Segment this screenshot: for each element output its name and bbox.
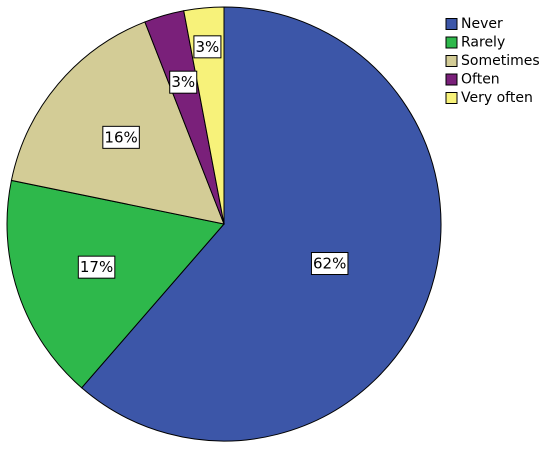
legend-item-sometimes: Sometimes (445, 53, 540, 69)
data-label-box (77, 255, 116, 279)
legend-swatch (445, 73, 458, 86)
pie-slice-very-often (183, 6, 225, 225)
legend-label: Very often (461, 90, 533, 106)
legend-item-never: Never (445, 16, 503, 32)
legend-swatch (445, 18, 458, 30)
legend: Never Rarely Sometimes Often Very often (445, 16, 540, 106)
data-labels-layer: 62% 17% 16% 3%3% (77, 35, 349, 279)
pie-slice-sometimes (10, 21, 225, 225)
legend-swatch (445, 55, 458, 67)
legend-swatch (445, 92, 458, 104)
data-label-box (102, 125, 140, 149)
data-label-text: 62% (313, 255, 346, 273)
data-label-text: 16% (104, 128, 137, 146)
legend-label: Rarely (461, 35, 505, 51)
data-label-rarely: 17% (77, 255, 116, 279)
data-label-text: 3% (171, 73, 195, 91)
data-label-box (193, 35, 222, 59)
legend-item-rarely: Rarely (445, 35, 505, 51)
data-label-box (169, 70, 198, 94)
data-label-very-often: 3% (193, 35, 222, 59)
data-label-never: 62% (310, 252, 349, 276)
data-label-text: 17% (80, 258, 113, 276)
data-label-box (310, 252, 349, 276)
legend-item-very-often: Very often (445, 90, 533, 106)
legend-label: Never (461, 16, 503, 32)
legend-label: Sometimes (461, 53, 540, 69)
data-label-often: 3% (169, 70, 198, 94)
pie-slice-rarely (6, 179, 225, 389)
legend-label: Often (461, 72, 500, 88)
data-label-text: 3% (196, 38, 220, 56)
pie-slice-never (80, 6, 442, 442)
slices-layer (6, 6, 442, 442)
legend-item-often: Often (445, 72, 500, 88)
legend-swatch (445, 36, 458, 49)
data-label-sometimes: 16% (102, 125, 140, 149)
